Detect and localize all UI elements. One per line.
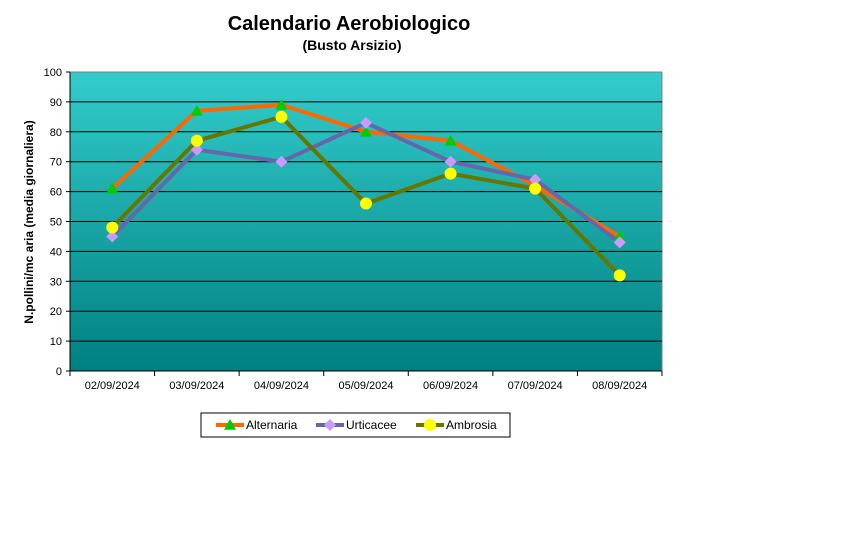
x-tick-label: 07/09/2024: [508, 380, 563, 392]
alternaria-point-marker: [444, 134, 457, 146]
urticacee-point-marker: [360, 116, 372, 129]
legend-label-urticacee: Urticacee: [346, 418, 397, 432]
urticacee-point-marker: [444, 155, 457, 168]
y-tick-label: 90: [50, 97, 62, 109]
alternaria-point-marker: [275, 98, 288, 110]
axes: 0 10 20 30 40 50 60 70 80 90 100 02/09/2024 03/09/20…: [44, 67, 663, 392]
alternaria-point-marker: [190, 104, 203, 116]
y-tick-label: 20: [50, 306, 62, 318]
alternaria-point-marker: [360, 125, 372, 137]
x-tick-label: 08/09/2024: [592, 380, 647, 392]
urticacee-point-marker: [613, 236, 626, 249]
ambrosia-point-marker: [190, 134, 203, 147]
series-layer: [106, 98, 626, 282]
y-tick-label: 10: [50, 336, 62, 348]
alternaria-point-marker: [106, 182, 119, 194]
ambrosia-point-marker: [360, 197, 372, 210]
chart-title: Calendario Aerobiologico: [228, 13, 471, 35]
ambrosia-point-marker: [106, 221, 119, 234]
ambrosia-point-marker: [275, 110, 288, 123]
ambrosia-point-marker: [529, 182, 542, 195]
y-tick-label: 70: [50, 157, 62, 169]
y-tick-label: 40: [50, 246, 62, 258]
alternaria-point-marker: [613, 230, 626, 242]
y-tick-label: 0: [56, 366, 62, 378]
x-tick-label: 03/09/2024: [169, 380, 224, 392]
y-tick-label: 60: [50, 187, 62, 199]
legend-ambrosia-marker: [424, 419, 436, 431]
x-tick-label: 04/09/2024: [254, 380, 309, 392]
y-tick-label: 30: [50, 276, 62, 288]
legend-urticacee-marker: [324, 419, 336, 431]
y-tick-label: 50: [50, 217, 62, 229]
urticacee-point-marker: [106, 230, 119, 243]
legend-box: [200, 412, 511, 438]
x-tick-label: 05/09/2024: [338, 380, 393, 392]
x-tick-label: 02/09/2024: [85, 380, 140, 392]
series-markers-ambrosia: [106, 110, 626, 282]
series-markers-urticacee: [106, 116, 626, 249]
urticacee-point-marker: [275, 155, 288, 168]
legend-label-ambrosia: Ambrosia: [446, 418, 497, 432]
y-tick-label: 80: [50, 127, 62, 139]
chart-subtitle: (Busto Arsizio): [302, 37, 401, 53]
urticacee-point-marker: [529, 173, 542, 186]
legend-label-alternaria: Alternaria: [246, 418, 298, 432]
y-tick-label: 100: [44, 67, 62, 79]
x-tick-label: 06/09/2024: [423, 380, 478, 392]
urticacee-point-marker: [190, 143, 203, 156]
legend-alternaria-marker: [224, 419, 236, 430]
ambrosia-point-marker: [613, 269, 626, 282]
y-axis-label: N.pollini/mc aria (media giornaliera): [22, 120, 36, 323]
legend: Alternaria Urticacee Ambrosia: [200, 412, 511, 438]
gridlines: [70, 101, 662, 342]
ambrosia-point-marker: [444, 167, 457, 180]
